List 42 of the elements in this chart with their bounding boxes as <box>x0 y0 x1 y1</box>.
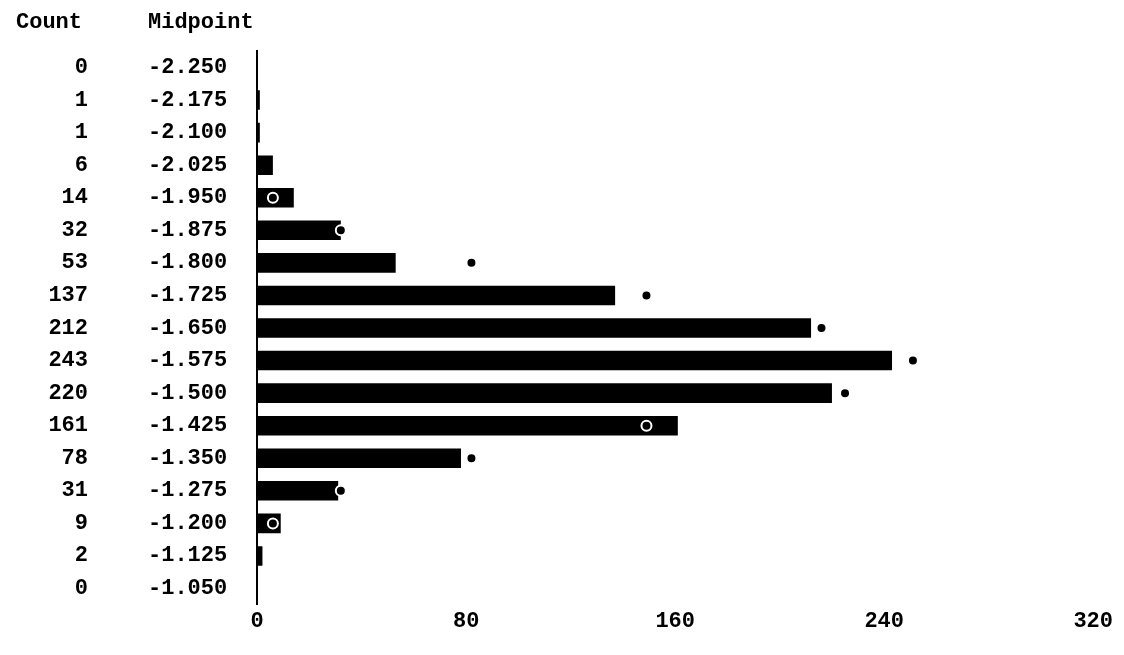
data-label: 2 <box>74 543 88 569</box>
data-label: 32 <box>61 217 88 243</box>
data-label: 9 <box>74 510 88 536</box>
data-label: 31 <box>61 478 88 504</box>
point <box>640 419 653 432</box>
y-tick-label: -1.050 <box>147 576 228 602</box>
y-tick-label: -1.200 <box>147 510 228 536</box>
y-tick-label: -2.175 <box>147 87 228 113</box>
x-tick-label: 80 <box>453 608 480 634</box>
data-label: 161 <box>48 413 88 439</box>
data-label: 14 <box>61 185 88 211</box>
data-label: 6 <box>74 152 88 178</box>
y-tick-label: -2.025 <box>147 152 228 178</box>
y-tick-label: -1.800 <box>147 250 228 276</box>
data-label: 243 <box>48 348 88 374</box>
data-label: 0 <box>74 576 88 602</box>
x-tick-label: 0 <box>250 608 264 634</box>
y-tick-label: -1.650 <box>147 315 228 341</box>
data-label: 1 <box>74 87 88 113</box>
y-tick-label: -1.575 <box>147 348 228 374</box>
y-tick-label: -2.250 <box>147 55 228 81</box>
x-tick-label: 160 <box>655 608 696 634</box>
data-label: 78 <box>61 445 88 471</box>
data-label: 212 <box>48 315 88 341</box>
y-tick-label: -1.950 <box>147 185 228 211</box>
y-tick-label: -1.725 <box>147 282 228 308</box>
y-tick-label: -1.350 <box>147 445 228 471</box>
y-tick-label: -1.125 <box>147 543 228 569</box>
y-tick-label: -1.500 <box>147 380 228 406</box>
data-label: 137 <box>48 282 88 308</box>
data-label: 0 <box>74 55 88 81</box>
y-tick-label: -1.275 <box>147 478 228 504</box>
y-tick-label: -2.100 <box>147 120 228 146</box>
x-tick-label: 320 <box>1073 608 1113 634</box>
text: Count <box>16 9 83 35</box>
x-tick-label: 240 <box>864 608 905 634</box>
y-axis-title: Midpoint <box>148 9 254 35</box>
data-label: 53 <box>61 250 88 276</box>
y-tick-label: -1.875 <box>147 217 228 243</box>
data-label: 1 <box>74 120 88 146</box>
data-label: 220 <box>48 380 88 406</box>
y-tick-label: -1.425 <box>147 413 228 439</box>
